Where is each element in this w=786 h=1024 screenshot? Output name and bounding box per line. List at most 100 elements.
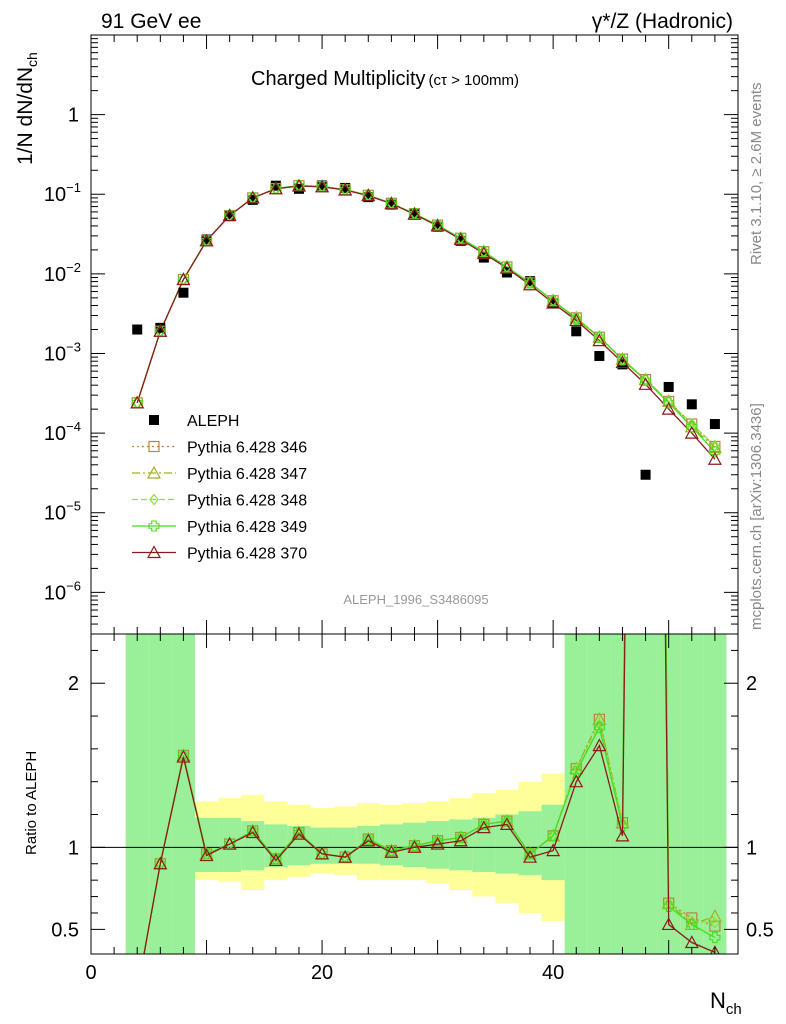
- ratio-point-s3-17: [524, 848, 536, 860]
- ratio-point-s3-23: [663, 900, 675, 912]
- point-s0-25: [709, 419, 720, 430]
- x-tick-label-0: 0: [85, 962, 96, 984]
- point-s5-11: [384, 196, 399, 210]
- green-band-18: [541, 804, 565, 881]
- side-label-mcplots: mcplots.cern.ch [arXiv:1306.3436]: [748, 403, 765, 630]
- point-s4-18: [547, 295, 559, 307]
- ratio-point-s4-10: [361, 833, 376, 847]
- green-band-20: [587, 634, 611, 954]
- x-axis-label: Nch: [710, 988, 742, 1018]
- ratio-point-s3-24: [686, 918, 698, 931]
- ratio-point-s4-25: [710, 945, 720, 954]
- ratio-point-s3-10: [362, 833, 374, 845]
- green-band-14: [449, 819, 473, 871]
- y-tick-label-2: 10−2: [44, 260, 81, 286]
- point-s0-7: [293, 183, 304, 194]
- point-s3-25: [710, 439, 720, 452]
- ratio-y-axis-label: Ratio to ALEPH: [23, 751, 40, 855]
- point-s4-19: [570, 313, 582, 325]
- point-s0-24: [686, 399, 697, 410]
- legend-label-2: Pythia 6.428 347: [187, 466, 307, 483]
- green-band-24: [680, 634, 704, 954]
- point-s5-16: [499, 260, 514, 274]
- ratio-point-s3-11: [385, 845, 397, 857]
- point-s4-21: [616, 354, 629, 366]
- green-band-12: [402, 822, 427, 868]
- green-band-22: [634, 634, 658, 954]
- point-s0-9: [340, 182, 351, 193]
- point-s5-7: [291, 178, 306, 192]
- point-s5-0: [130, 395, 145, 409]
- ratio-point-s4-8: [315, 846, 330, 860]
- analysis-id-label: ALEPH_1996_S3486095: [343, 592, 488, 607]
- plot-title: Charged Multiplicity (cτ > 100mm): [251, 68, 519, 90]
- point-s5-18: [546, 295, 561, 309]
- ratio-point-s4-2: [176, 749, 191, 763]
- x-tick-label-1: 20: [311, 962, 333, 984]
- legend-entry-1: Pythia 6.428 346: [132, 440, 307, 457]
- ratio-point-s4-16: [499, 817, 514, 830]
- ratio-point-s4-12: [407, 840, 422, 853]
- ratio-point-s2-25: [710, 916, 720, 929]
- ratio-point-s4-21: [615, 828, 630, 842]
- ratio-point-s4-18: [546, 843, 561, 857]
- ratio-y-tick-label-l-1: 1: [68, 837, 79, 859]
- ratio-plot-frame: [90, 633, 739, 955]
- ratio-point-s3-21: [616, 820, 629, 832]
- legend-marker-3: [149, 493, 159, 506]
- x-tick-label-2: 40: [542, 962, 564, 984]
- point-s0-17: [525, 276, 536, 287]
- point-s0-3: [201, 234, 212, 245]
- point-s0-6: [270, 180, 281, 191]
- y-tick-label-5: 10−5: [44, 499, 81, 525]
- legend-marker-0: [149, 415, 159, 425]
- ratio-point-s4-23: [661, 917, 676, 931]
- point-s0-14: [455, 235, 466, 246]
- ratio-point-s4-19: [569, 774, 584, 788]
- legend-marker-2: [146, 465, 162, 479]
- y-axis-label: 1/N dN/dNch: [14, 52, 40, 165]
- ratio-point-s3-7: [293, 827, 305, 839]
- point-s5-23: [661, 401, 676, 415]
- green-band-9: [333, 827, 357, 864]
- ratio-y-tick-label-r-2: 2: [746, 673, 757, 695]
- ratio-point-s3-14: [455, 831, 467, 844]
- legend-marker-5: [146, 545, 162, 559]
- point-s4-15: [478, 246, 490, 258]
- ratio-point-s3-16: [501, 815, 513, 827]
- green-band-2: [171, 634, 195, 954]
- point-s5-6: [268, 181, 283, 195]
- point-s0-10: [363, 192, 374, 203]
- point-s5-12: [407, 207, 422, 220]
- axes: 1 10−1 10−2 10−3 10−4 10−5 10−6 0 20 40 0.5 0.5 1 1 2 2: [44, 35, 774, 984]
- ratio-point-s4-9: [338, 849, 353, 863]
- point-s0-19: [571, 326, 582, 337]
- point-s5-9: [338, 182, 353, 196]
- point-s5-8: [315, 179, 330, 193]
- point-s5-4: [222, 208, 237, 222]
- ratio-point-s3-18: [547, 830, 559, 842]
- point-s0-18: [548, 298, 559, 309]
- ratio-point-s4-20: [592, 738, 607, 752]
- point-s0-1: [155, 322, 166, 333]
- legend-entry-0: ALEPH: [149, 413, 239, 430]
- point-s0-20: [594, 351, 605, 362]
- point-s0-8: [317, 180, 328, 191]
- legend-marker-1: [148, 440, 160, 453]
- ratio-point-s4-13: [430, 836, 445, 850]
- ratio-point-s4-14: [453, 833, 468, 847]
- ratio-point-s3-25: [709, 932, 721, 944]
- point-s5-10: [361, 188, 376, 202]
- point-s4-22: [640, 374, 652, 386]
- point-s0-23: [663, 381, 674, 392]
- ratio-point-s3-2: [177, 749, 189, 761]
- green-band-6: [264, 824, 288, 868]
- point-s0-22: [640, 469, 651, 480]
- series-line-2: [136, 185, 716, 448]
- ratio-point-s1-25: [707, 909, 722, 922]
- point-s4-17: [524, 277, 536, 289]
- ratio-y-tick-label-r-1: 1: [746, 837, 757, 859]
- ratio-point-s3-13: [432, 835, 444, 847]
- ratio-point-s4-7: [291, 826, 306, 840]
